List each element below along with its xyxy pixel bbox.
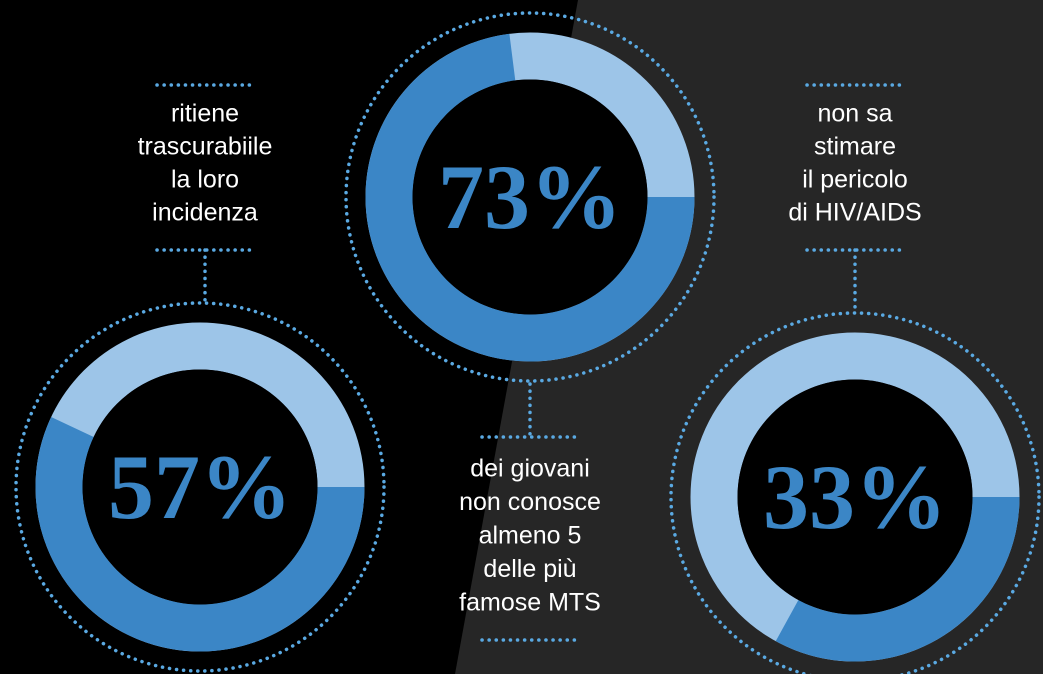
annotation-line: ritiene	[171, 100, 239, 128]
annotation-line: incidenza	[152, 199, 258, 227]
annotation-line: di HIV/AIDS	[788, 199, 921, 227]
value-label: 33%	[763, 446, 947, 548]
annotation-line: il pericolo	[802, 166, 908, 194]
annotation-line: delle più	[483, 555, 576, 583]
dotted-ring	[14, 301, 386, 673]
annotation-line: famose MTS	[459, 589, 601, 617]
annotation-line: non sa	[817, 100, 892, 128]
dotted-ring	[669, 311, 1041, 674]
annotation-line: non conosce	[459, 488, 601, 516]
annotation-line: almeno 5	[479, 522, 582, 550]
annotation-line: stimare	[814, 133, 896, 161]
dotted-ring	[344, 11, 716, 383]
donut-arc	[365, 33, 695, 362]
donut-hole	[412, 79, 648, 315]
annotation-line: dei giovani	[470, 455, 590, 483]
donut-arc	[775, 496, 1020, 662]
donut-hole	[82, 369, 318, 605]
value-label: 57%	[108, 436, 292, 538]
value-label: 73%	[438, 146, 622, 248]
donut-arc	[35, 416, 365, 652]
donut-hole	[737, 379, 973, 615]
annotation-line: trascurabiile	[138, 133, 273, 161]
annotation-line: la loro	[171, 166, 239, 194]
